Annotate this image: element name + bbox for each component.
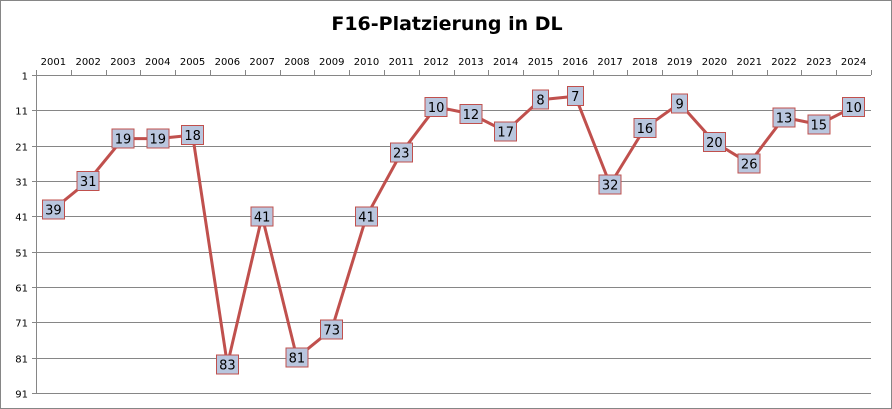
data-label: 23 — [393, 147, 410, 162]
data-label: 9 — [675, 97, 683, 112]
x-tick-label: 2011 — [389, 57, 414, 68]
data-label-box — [355, 206, 378, 227]
data-label-box — [494, 121, 518, 142]
data-label: 8 — [536, 94, 544, 109]
data-label: 31 — [80, 175, 97, 190]
data-label-box — [41, 199, 65, 220]
data-label: 32 — [602, 179, 619, 194]
x-tick-label: 2020 — [702, 57, 727, 68]
x-tick-label: 2007 — [249, 57, 274, 68]
data-label: 19 — [150, 133, 167, 148]
data-label: 20 — [706, 136, 723, 151]
x-tick-label: 2001 — [41, 57, 66, 68]
data-label: 10 — [428, 101, 445, 116]
data-label: 12 — [463, 108, 480, 123]
data-label-box — [111, 128, 135, 149]
y-tick-label: 91 — [15, 390, 28, 401]
data-label: 13 — [776, 111, 793, 126]
data-label-box — [807, 114, 831, 135]
x-tick-label: 2002 — [75, 57, 100, 68]
y-tick-label: 41 — [15, 213, 28, 224]
chart-title: F16-Platzierung in DL — [331, 13, 563, 35]
series-line — [51, 94, 856, 367]
x-tick-label: 2015 — [528, 57, 553, 68]
data-label-box — [702, 132, 726, 153]
data-label-box — [76, 171, 100, 191]
x-tick-label: 2016 — [563, 57, 588, 68]
data-label: 41 — [254, 210, 271, 225]
data-label-box — [285, 347, 309, 368]
data-label-box — [424, 96, 448, 117]
data-label: 16 — [637, 122, 654, 137]
data-label: 15 — [811, 119, 828, 134]
data-label-box — [671, 93, 689, 114]
data-label-box — [250, 206, 274, 227]
data-label-box — [532, 89, 549, 110]
data-label: 7 — [571, 90, 579, 105]
y-tick-label: 61 — [15, 284, 28, 295]
y-tick-label: 31 — [15, 178, 28, 189]
data-label: 10 — [845, 101, 862, 116]
x-tick-label: 2024 — [841, 57, 866, 68]
x-tick-label: 2018 — [632, 57, 657, 68]
x-tick-label: 2017 — [597, 57, 622, 68]
data-label: 19 — [115, 133, 132, 148]
data-label: 81 — [289, 352, 306, 367]
data-label-box — [737, 153, 761, 174]
data-label-box — [633, 118, 657, 138]
data-label: 26 — [741, 157, 758, 172]
x-tick-label: 2023 — [806, 57, 831, 68]
y-tick-label: 1 — [22, 72, 28, 83]
data-label-box — [320, 319, 344, 340]
data-label-box — [215, 354, 239, 375]
data-label: 41 — [358, 210, 375, 225]
series-polyline — [51, 94, 856, 367]
x-tick-label: 2009 — [319, 57, 344, 68]
x-tick-label: 2003 — [110, 57, 135, 68]
x-tick-label: 2019 — [667, 57, 692, 68]
data-label-box — [566, 86, 584, 107]
y-tick-label: 21 — [15, 143, 28, 154]
data-label-box — [181, 125, 205, 146]
x-tick-label: 2012 — [423, 57, 448, 68]
data-label: 83 — [219, 359, 236, 374]
x-tick-label: 2006 — [215, 57, 240, 68]
x-tick-labels: 2001 2002 2003 2004 2005 2006 2007 2008 2009 2010… — [41, 57, 867, 68]
data-label-box — [598, 174, 622, 195]
data-label: 17 — [497, 126, 514, 141]
data-label-box — [459, 103, 483, 124]
y-tick-label: 81 — [15, 355, 28, 366]
x-tick-label: 2022 — [771, 57, 796, 68]
data-label-box — [389, 142, 413, 163]
data-label-box — [842, 96, 866, 117]
data-label: 39 — [45, 203, 62, 218]
y-tick-label: 71 — [15, 319, 28, 330]
y-tick-label: 51 — [15, 249, 28, 260]
data-label: 18 — [184, 129, 201, 144]
x-tick-label: 2004 — [145, 57, 170, 68]
data-label: 73 — [323, 323, 340, 338]
x-tick-label: 2021 — [737, 57, 762, 68]
x-tick-label: 2013 — [458, 57, 483, 68]
x-tick-label: 2005 — [180, 57, 205, 68]
data-label-box — [146, 128, 170, 149]
x-tick-label: 2010 — [354, 57, 379, 68]
data-labels: 39 31 19 19 18 83 41 81 73 41 23 10 12 17 8 7 32 16 9 20 26 1… — [41, 86, 866, 375]
y-tick-label: 11 — [15, 107, 28, 118]
data-label-box — [772, 107, 796, 128]
x-tick-label: 2014 — [493, 57, 518, 68]
x-tick-label: 2008 — [284, 57, 309, 68]
grid-lines — [32, 70, 872, 394]
